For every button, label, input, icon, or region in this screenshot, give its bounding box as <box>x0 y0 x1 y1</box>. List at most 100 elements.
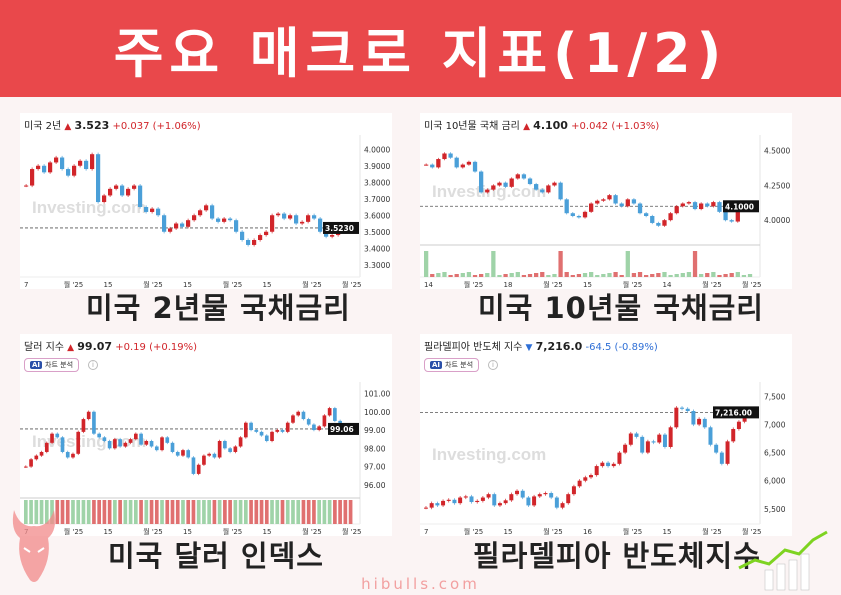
y-tick-label: 3.8000 <box>364 178 390 187</box>
volume-bar <box>280 500 285 524</box>
volume-bar <box>264 500 269 524</box>
volume-bar <box>674 274 679 277</box>
candle <box>202 455 206 465</box>
volume-bar <box>699 274 704 277</box>
candle <box>282 213 287 219</box>
candle <box>76 431 81 454</box>
volume-bar <box>637 272 643 277</box>
change-percent: (-0.89%) <box>614 342 658 353</box>
x-tick-label: 15 <box>104 528 113 536</box>
candle <box>66 169 71 176</box>
caption-us-2y: 미국 2년물 국채금리 <box>86 291 351 325</box>
candle <box>640 436 645 453</box>
candle <box>564 199 569 214</box>
quote-header: 미국 10년물 국채 금리 ▲ 4.100 +0.042 (+1.03%) <box>424 117 659 132</box>
candle <box>126 188 131 196</box>
candle <box>607 195 612 200</box>
volume-bar <box>613 272 618 277</box>
candle <box>662 434 667 447</box>
candle <box>291 415 295 423</box>
volume-bar <box>424 251 429 277</box>
change: +0.19 <box>115 342 146 353</box>
volume-bar <box>558 251 563 277</box>
candle <box>259 431 264 436</box>
candle <box>264 231 269 236</box>
candle <box>537 494 542 497</box>
volume-bar <box>118 500 122 524</box>
volume-bar <box>270 500 274 524</box>
last-price-tag <box>713 406 759 419</box>
y-tick-label: 98.00 <box>364 444 386 453</box>
candle <box>338 420 342 425</box>
candle <box>656 222 661 226</box>
candle <box>123 442 128 447</box>
volume-bar <box>717 275 722 277</box>
last-price-label: 99.06 <box>330 425 354 434</box>
candle <box>270 215 275 232</box>
volume-bar <box>228 500 232 524</box>
volume-bar <box>479 274 484 277</box>
candle <box>742 416 747 422</box>
volume-bar <box>275 500 280 524</box>
candle <box>521 174 527 179</box>
candle <box>509 494 514 501</box>
x-tick-label: 7 <box>24 281 28 289</box>
candle <box>527 178 533 185</box>
volume-bar <box>570 275 575 277</box>
candle <box>650 216 655 223</box>
candle <box>300 221 305 224</box>
candle <box>296 411 301 416</box>
candle <box>149 441 154 447</box>
candle <box>42 165 47 173</box>
caption-us-10y: 미국 10년물 국채금리 <box>478 291 764 325</box>
x-tick-label: 월 '25 <box>543 280 563 289</box>
volume-bar <box>644 275 649 277</box>
candle <box>322 415 327 427</box>
candle <box>306 215 311 222</box>
x-tick-label: 월 '25 <box>302 280 322 289</box>
candle <box>92 411 96 434</box>
candle <box>503 500 508 504</box>
volume-bar <box>55 500 60 524</box>
info-icon[interactable]: i <box>88 360 98 370</box>
candle <box>691 411 696 425</box>
chart: Investing.com 101.00 100.00 99.00 98.00 97.00… <box>20 382 390 536</box>
volume-bar <box>134 500 138 524</box>
volume-bar <box>207 500 211 524</box>
candle <box>102 437 107 441</box>
volume-bar <box>747 274 753 277</box>
candle <box>668 427 673 447</box>
volume-bar <box>466 272 472 277</box>
x-tick-label: 15 <box>183 281 192 289</box>
x-tick-label: 월 '25 <box>543 527 563 536</box>
ai-badge: AI <box>30 361 43 369</box>
y-tick-label: 4.2500 <box>764 181 790 190</box>
candle <box>65 451 70 458</box>
x-tick-label: 15 <box>663 528 672 536</box>
candle <box>576 216 582 218</box>
candle <box>44 442 49 452</box>
candle <box>600 462 605 467</box>
candle <box>435 503 440 506</box>
price: 4.100 <box>533 119 568 132</box>
volume-bar <box>92 500 96 524</box>
candle <box>644 213 649 216</box>
candle <box>55 433 60 438</box>
candle <box>651 441 656 443</box>
candle <box>29 459 33 467</box>
candle <box>118 439 122 447</box>
info-icon[interactable]: i <box>488 360 498 370</box>
bull-logo-icon <box>12 510 56 582</box>
ai-chart-analysis-button[interactable]: AI 차트 분석 <box>24 358 80 372</box>
x-tick-label: 월 '25 <box>342 527 362 536</box>
ai-chart-analysis-button[interactable]: AI 차트 분석 <box>424 358 480 372</box>
quote-header: 달러 지수 ▲ 99.07 +0.19 (+0.19%) <box>24 338 197 353</box>
volume-bar <box>735 272 740 277</box>
change: +0.042 <box>571 121 609 132</box>
candle <box>475 500 480 503</box>
candle <box>333 408 337 421</box>
candle <box>429 503 434 508</box>
volume-bar <box>491 251 496 277</box>
candle <box>301 411 306 420</box>
candle <box>486 494 491 498</box>
